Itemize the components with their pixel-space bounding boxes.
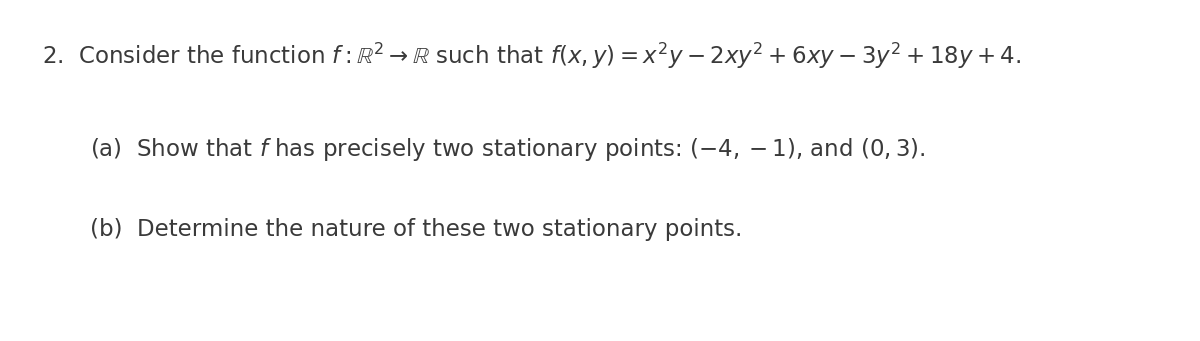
Text: (a)  Show that $f$ has precisely two stationary points: $(-4, -1)$, and $(0, 3)$: (a) Show that $f$ has precisely two stat… xyxy=(90,136,925,163)
Text: (b)  Determine the nature of these two stationary points.: (b) Determine the nature of these two st… xyxy=(90,218,743,241)
Text: 2.  Consider the function $f : \mathbb{R}^2 \to \mathbb{R}$ such that $f(x, y) =: 2. Consider the function $f : \mathbb{R}… xyxy=(42,41,1021,71)
